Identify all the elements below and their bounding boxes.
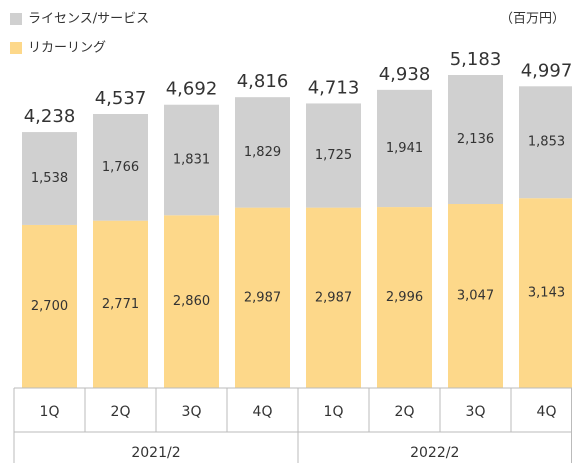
total-label: 4,997 (521, 60, 572, 81)
x-tick-label: 3Q (466, 404, 486, 420)
bar-segment (377, 207, 432, 388)
total-label: 4,938 (379, 64, 431, 85)
x-tick-label: 3Q (182, 404, 202, 420)
segment-label: 2,987 (315, 290, 352, 305)
legend-swatch (10, 13, 22, 25)
bar-segment (377, 89, 432, 208)
segment-label: 2,996 (386, 290, 423, 305)
total-label: 4,692 (166, 79, 218, 100)
unit-label: （百万円） (500, 12, 565, 27)
bar-segment (448, 203, 503, 388)
total-label: 4,713 (308, 77, 360, 98)
legend-label: リカーリング (28, 41, 106, 56)
bar-segment (306, 103, 361, 208)
segment-label: 2,700 (31, 299, 68, 314)
legend-label: ライセンス/サービス (28, 12, 149, 27)
segment-label: 1,725 (315, 148, 352, 163)
legend-swatch (10, 42, 22, 54)
bar-segment (93, 220, 148, 388)
bar-segment (519, 86, 572, 199)
bar-segment (235, 207, 290, 388)
bar-segment (235, 97, 290, 208)
segment-label: 2,987 (244, 290, 281, 305)
bar-segment (519, 198, 572, 388)
x-tick-label: 2Q (395, 404, 415, 420)
total-label: 4,238 (24, 106, 76, 127)
segment-label: 3,143 (528, 286, 565, 301)
bar-segment (22, 132, 77, 225)
segment-label: 1,538 (31, 171, 68, 186)
x-tick-label: 4Q (537, 404, 557, 420)
segment-label: 2,860 (173, 294, 210, 309)
segment-label: 1,941 (386, 141, 423, 156)
group-label: 2022/2 (410, 445, 459, 461)
segment-label: 1,766 (102, 160, 139, 175)
bar-segment (448, 75, 503, 204)
bar-segment (22, 224, 77, 388)
segment-label: 2,771 (102, 297, 139, 312)
segment-label: 3,047 (457, 288, 494, 303)
segment-label: 1,831 (173, 152, 210, 167)
bar-segment (164, 215, 219, 388)
x-tick-label: 1Q (324, 404, 344, 420)
segment-label: 1,853 (528, 135, 565, 150)
group-label: 2021/2 (131, 445, 180, 461)
total-label: 5,183 (450, 49, 502, 70)
total-label: 4,816 (237, 71, 289, 92)
segment-label: 1,829 (244, 145, 281, 160)
x-tick-label: 1Q (40, 404, 60, 420)
x-tick-label: 4Q (253, 404, 273, 420)
total-label: 4,537 (95, 88, 147, 109)
x-tick-label: 2Q (111, 404, 131, 420)
bar-segment (93, 114, 148, 221)
segment-label: 2,136 (457, 132, 494, 147)
bar-segment (164, 104, 219, 216)
bar-segment (306, 207, 361, 388)
